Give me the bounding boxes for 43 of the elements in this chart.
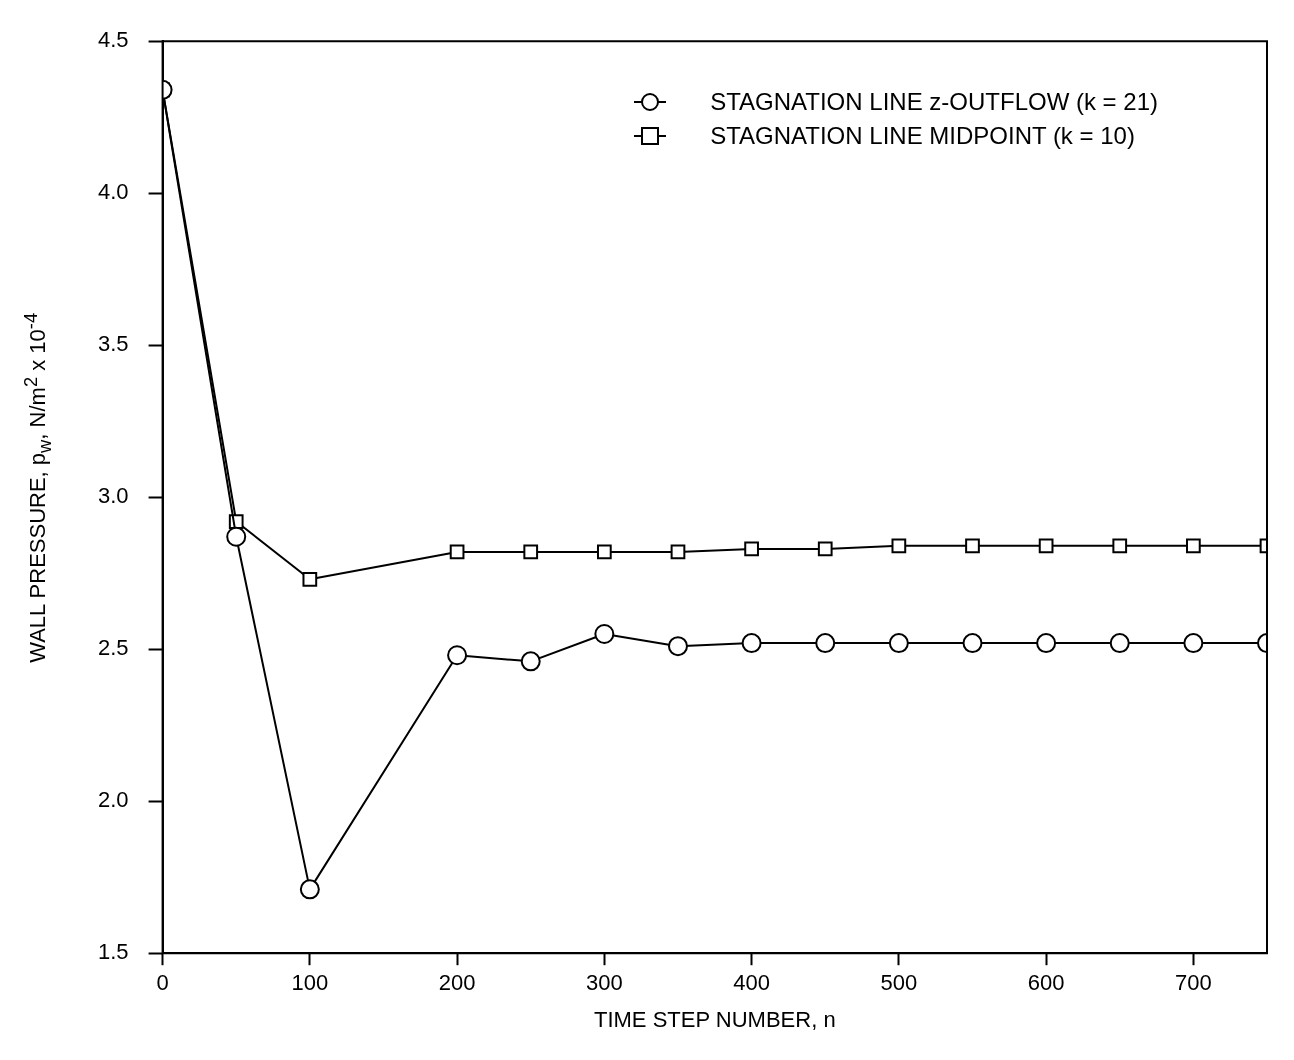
y-tick-label: 3.5 bbox=[97, 331, 129, 357]
x-tick-label: 600 bbox=[1027, 970, 1065, 996]
point bbox=[667, 636, 688, 657]
point bbox=[302, 571, 318, 587]
point bbox=[1038, 538, 1054, 554]
point bbox=[817, 541, 833, 557]
legend-label: STAGNATION LINE MIDPOINT (k = 10) bbox=[710, 122, 1135, 150]
point bbox=[670, 544, 686, 560]
point bbox=[449, 544, 465, 560]
y-tick-label: 4.0 bbox=[97, 179, 129, 205]
point bbox=[1112, 538, 1128, 554]
y-tick-label: 1.5 bbox=[97, 939, 129, 965]
y-tick-label: 4.5 bbox=[97, 27, 129, 53]
point bbox=[523, 544, 539, 560]
x-tick-label: 0 bbox=[156, 970, 169, 996]
point bbox=[815, 633, 836, 654]
x-tick-label: 200 bbox=[438, 970, 476, 996]
point bbox=[1183, 633, 1204, 654]
point bbox=[1036, 633, 1057, 654]
point bbox=[299, 879, 320, 900]
point bbox=[962, 633, 983, 654]
x-tick-label: 500 bbox=[880, 970, 918, 996]
x-tick-label: 400 bbox=[733, 970, 770, 996]
x-tick-label: 300 bbox=[585, 970, 623, 996]
y-tick-label: 2.5 bbox=[97, 635, 129, 661]
point bbox=[965, 538, 980, 554]
y-tick-label: 3.0 bbox=[97, 483, 129, 509]
point bbox=[891, 538, 907, 554]
point bbox=[1109, 633, 1130, 654]
y-tick-label: 2.0 bbox=[97, 787, 129, 813]
point bbox=[226, 526, 247, 547]
point bbox=[888, 633, 909, 654]
x-axis-title: TIME STEP NUMBER, n bbox=[593, 1006, 836, 1032]
point bbox=[744, 541, 759, 557]
point bbox=[594, 624, 615, 644]
x-tick-label: 700 bbox=[1175, 970, 1212, 996]
point bbox=[447, 645, 468, 666]
point bbox=[596, 544, 612, 560]
point bbox=[520, 651, 541, 672]
legend-label: STAGNATION LINE z-OUTFLOW (k = 21) bbox=[710, 88, 1158, 116]
x-tick-label: 100 bbox=[291, 970, 329, 996]
point bbox=[1186, 538, 1201, 554]
point bbox=[741, 633, 762, 654]
